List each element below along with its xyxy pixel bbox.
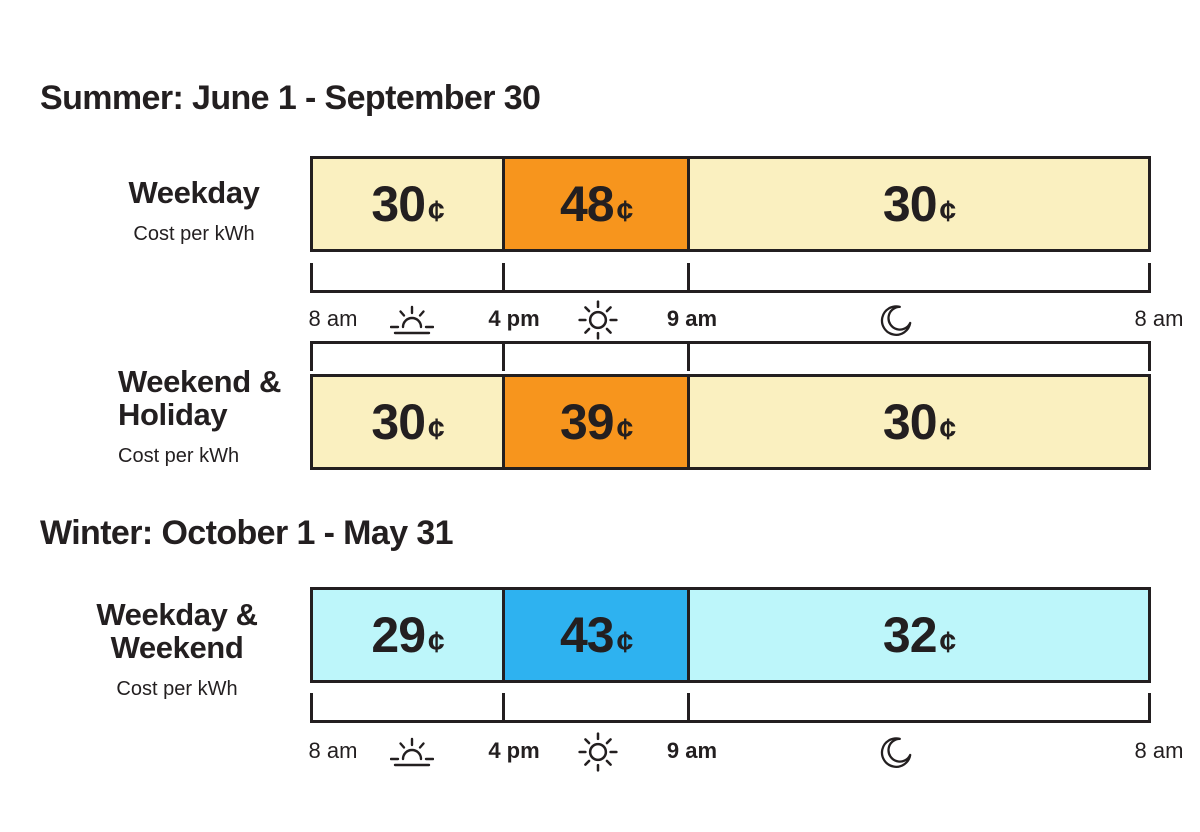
bracket-tick xyxy=(1148,344,1151,371)
summer-weekday-axis-bracket xyxy=(310,263,1151,293)
summer-weekend-peak-segment: 39 ¢ xyxy=(505,374,691,470)
bracket-tick xyxy=(502,344,506,371)
sun-icon xyxy=(577,299,619,341)
rate-value: 29 ¢ xyxy=(371,606,445,664)
winter-offpeak-morning-segment: 29 ¢ xyxy=(310,587,506,683)
cent-sign: ¢ xyxy=(428,195,445,228)
cent-sign: ¢ xyxy=(428,626,445,659)
time-label-end: 8 am xyxy=(1134,738,1184,763)
bracket-tick xyxy=(310,263,313,290)
moon-icon xyxy=(878,735,914,773)
rate-value: 30 ¢ xyxy=(882,175,957,233)
winter-offpeak-overnight-segment: 32 ¢ xyxy=(690,587,1151,683)
summer-weekend-label-line2: Holiday xyxy=(118,397,228,432)
summer-weekday-unit: Cost per kWh xyxy=(133,223,255,245)
time-label-peak-start: 4 pm xyxy=(488,738,540,763)
winter-peak-segment: 43 ¢ xyxy=(505,587,691,683)
winter-label-line2: Weekend xyxy=(110,630,244,665)
bracket-tick xyxy=(1148,263,1151,290)
bracket-tick xyxy=(502,263,506,290)
rate-number: 30 xyxy=(882,394,938,450)
rate-value: 48 ¢ xyxy=(559,175,634,233)
winter-label-block: Weekday & Weekend Cost per kWh xyxy=(52,598,302,701)
summer-weekday-label: Weekday xyxy=(128,175,260,210)
cent-sign: ¢ xyxy=(616,195,634,228)
time-label-start: 8 am xyxy=(308,738,358,763)
rate-value: 43 ¢ xyxy=(559,606,634,664)
cent-sign: ¢ xyxy=(939,413,957,446)
bracket-tick xyxy=(687,344,691,371)
rate-value: 30 ¢ xyxy=(371,393,445,451)
time-label-end: 8 am xyxy=(1134,306,1184,331)
summer-weekday-peak-segment: 48 ¢ xyxy=(505,156,691,252)
summer-weekday-label-block: Weekday Cost per kWh xyxy=(79,176,309,246)
summer-weekday-offpeak-morning-segment: 30 ¢ xyxy=(310,156,506,252)
bracket-tick xyxy=(502,693,506,720)
rate-number: 39 xyxy=(559,394,615,450)
bracket-tick xyxy=(310,693,313,720)
summer-weekend-axis-bracket xyxy=(310,341,1151,371)
sunrise-icon xyxy=(390,737,434,769)
cent-sign: ¢ xyxy=(616,413,634,446)
bracket-tick xyxy=(687,263,691,290)
summer-weekday-offpeak-overnight-segment: 30 ¢ xyxy=(690,156,1151,252)
cent-sign: ¢ xyxy=(939,195,957,228)
winter-axis-bracket xyxy=(310,693,1151,723)
summer-weekend-bar: 30 ¢ 39 ¢ 30 ¢ xyxy=(310,374,1151,470)
rate-number: 30 xyxy=(882,176,938,232)
bracket-tick xyxy=(687,693,691,720)
winter-bar: 29 ¢ 43 ¢ 32 ¢ xyxy=(310,587,1151,683)
rate-number: 29 xyxy=(371,607,426,663)
rate-number: 43 xyxy=(559,607,615,663)
winter-label-line1: Weekday & xyxy=(96,597,258,632)
time-label-peak-end: 9 am xyxy=(666,306,718,331)
winter-unit: Cost per kWh xyxy=(116,678,238,700)
rate-value: 30 ¢ xyxy=(882,393,957,451)
summer-weekend-label-block: Weekend & Holiday Cost per kWh xyxy=(118,365,281,468)
cent-sign: ¢ xyxy=(939,626,957,659)
summer-weekday-bar: 30 ¢ 48 ¢ 30 ¢ xyxy=(310,156,1151,252)
sunrise-icon xyxy=(390,305,434,337)
cent-sign: ¢ xyxy=(428,413,445,446)
time-label-peak-end: 9 am xyxy=(666,738,718,763)
rate-value: 39 ¢ xyxy=(559,393,634,451)
rate-value: 32 ¢ xyxy=(882,606,957,664)
rate-number: 30 xyxy=(371,394,426,450)
cent-sign: ¢ xyxy=(616,626,634,659)
rate-value: 30 ¢ xyxy=(371,175,445,233)
winter-heading: Winter: October 1 - May 31 xyxy=(40,514,454,552)
sun-icon xyxy=(577,731,619,773)
bracket-tick xyxy=(1148,693,1151,720)
moon-icon xyxy=(878,303,914,341)
time-label-peak-start: 4 pm xyxy=(488,306,540,331)
summer-weekend-offpeak-morning-segment: 30 ¢ xyxy=(310,374,506,470)
rate-number: 32 xyxy=(882,607,938,663)
summer-weekend-unit: Cost per kWh xyxy=(118,445,240,467)
summer-heading: Summer: June 1 - September 30 xyxy=(40,79,541,117)
time-label-start: 8 am xyxy=(308,306,358,331)
rate-number: 48 xyxy=(559,176,615,232)
summer-weekend-label-line1: Weekend & xyxy=(118,364,281,399)
rate-number: 30 xyxy=(371,176,426,232)
bracket-tick xyxy=(310,344,313,371)
summer-weekend-offpeak-overnight-segment: 30 ¢ xyxy=(690,374,1151,470)
